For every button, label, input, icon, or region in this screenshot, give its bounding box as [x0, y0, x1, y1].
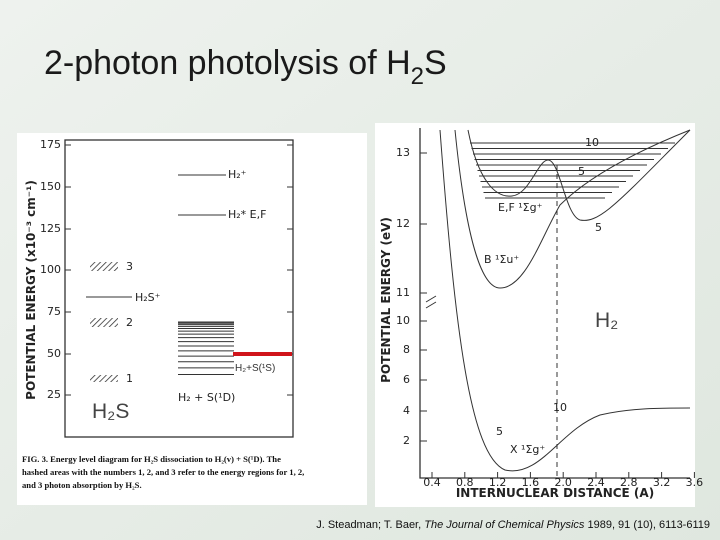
y-tick-label: 2: [403, 434, 410, 447]
x-tick-label: 1.2: [489, 476, 507, 489]
vibration-label: 5: [595, 221, 602, 234]
plot-frame: [64, 139, 294, 438]
b-state-curve: [454, 129, 691, 289]
level-label: H₂* E,F: [228, 208, 266, 221]
state-label: B ¹Σu⁺: [484, 253, 519, 266]
citation-authors: J. Steadman; T. Baer,: [316, 519, 424, 531]
overlay-label: H₂+S(¹S): [235, 363, 275, 374]
hatched-region: [90, 318, 118, 327]
hatched-region: [90, 375, 118, 382]
plot-frame: [419, 128, 690, 479]
right-figure: POTENTIAL ENERGY (eV) INTERNUCLEAR DISTA…: [375, 123, 703, 507]
x-tick-label: 2.8: [620, 476, 638, 489]
level-label: H₂ + S(¹D): [178, 391, 235, 404]
level-label: H₂⁺: [228, 168, 247, 181]
y-tick-label: 175: [40, 138, 61, 151]
title-subscript: 2: [411, 63, 424, 90]
overlay-label: H₂S: [92, 400, 129, 423]
x-axis-label: INTERNUCLEAR DISTANCE (A): [456, 486, 654, 500]
y-tick-label: 10: [396, 314, 410, 327]
y-tick-label: 150: [40, 180, 61, 193]
vibration-label: 10: [553, 401, 567, 414]
x-tick-label: 2.4: [587, 476, 605, 489]
state-label: X ¹Σg⁺: [510, 443, 545, 456]
x-tick-label: 0.8: [456, 476, 474, 489]
caption-line: FIG. 3. Energy level diagram for H₂S dis…: [22, 454, 281, 464]
level-label: 3: [126, 260, 133, 273]
y-tick-label: 125: [40, 222, 61, 235]
caption-line: hashed areas with the numbers 1, 2, and …: [22, 467, 304, 477]
y-axis-label: POTENTIAL ENERGY (x10⁻³ cm⁻¹): [24, 180, 38, 400]
y-tick-label: 11: [396, 286, 410, 299]
x-tick-label: 3.2: [653, 476, 671, 489]
y-tick-label: 8: [403, 343, 410, 356]
citation-details: 1989, 91 (10), 6113-6119: [584, 519, 710, 531]
overlay-label: H₂: [595, 309, 618, 332]
y-tick-label: 6: [403, 373, 410, 386]
slide-title: 2-photon photolysis of H2S: [44, 44, 447, 90]
level-label: 2: [126, 316, 133, 329]
vibration-label: 5: [578, 165, 585, 178]
y-axis-label: POTENTIAL ENERGY (eV): [379, 217, 393, 383]
figure-background: [17, 133, 367, 505]
title-text: 2-photon photolysis of H: [44, 44, 411, 82]
y-tick-label: 4: [403, 404, 410, 417]
y-tick-label: 13: [396, 146, 410, 159]
level-label: 1: [126, 372, 133, 385]
state-label: E,F ¹Σg⁺: [498, 201, 543, 214]
citation-journal: The Journal of Chemical Physics: [424, 519, 585, 531]
x-tick-label: 0.4: [423, 476, 441, 489]
y-tick-label: 50: [47, 347, 61, 360]
level-label: H₂S⁺: [135, 291, 161, 304]
x-tick-label: 2.0: [554, 476, 572, 489]
y-tick-label: 12: [396, 217, 410, 230]
y-tick-label: 75: [47, 305, 61, 318]
title-text-end: S: [424, 44, 447, 82]
axis-break: [425, 295, 437, 309]
left-figure: POTENTIAL ENERGY (x10⁻³ cm⁻¹) 1751501251…: [17, 133, 367, 505]
caption-line: and 3 photon absorption by H₂S.: [22, 480, 142, 490]
vibration-label: 10: [585, 136, 599, 149]
x-tick-label: 1.6: [522, 476, 540, 489]
y-tick-label: 25: [47, 388, 61, 401]
hatched-region: [90, 262, 118, 271]
citation: J. Steadman; T. Baer, The Journal of Che…: [316, 519, 710, 531]
vibration-label: 5: [496, 425, 503, 438]
ground-state-curve: [439, 129, 691, 472]
y-tick-label: 100: [40, 263, 61, 276]
x-tick-label: 3.6: [686, 476, 704, 489]
